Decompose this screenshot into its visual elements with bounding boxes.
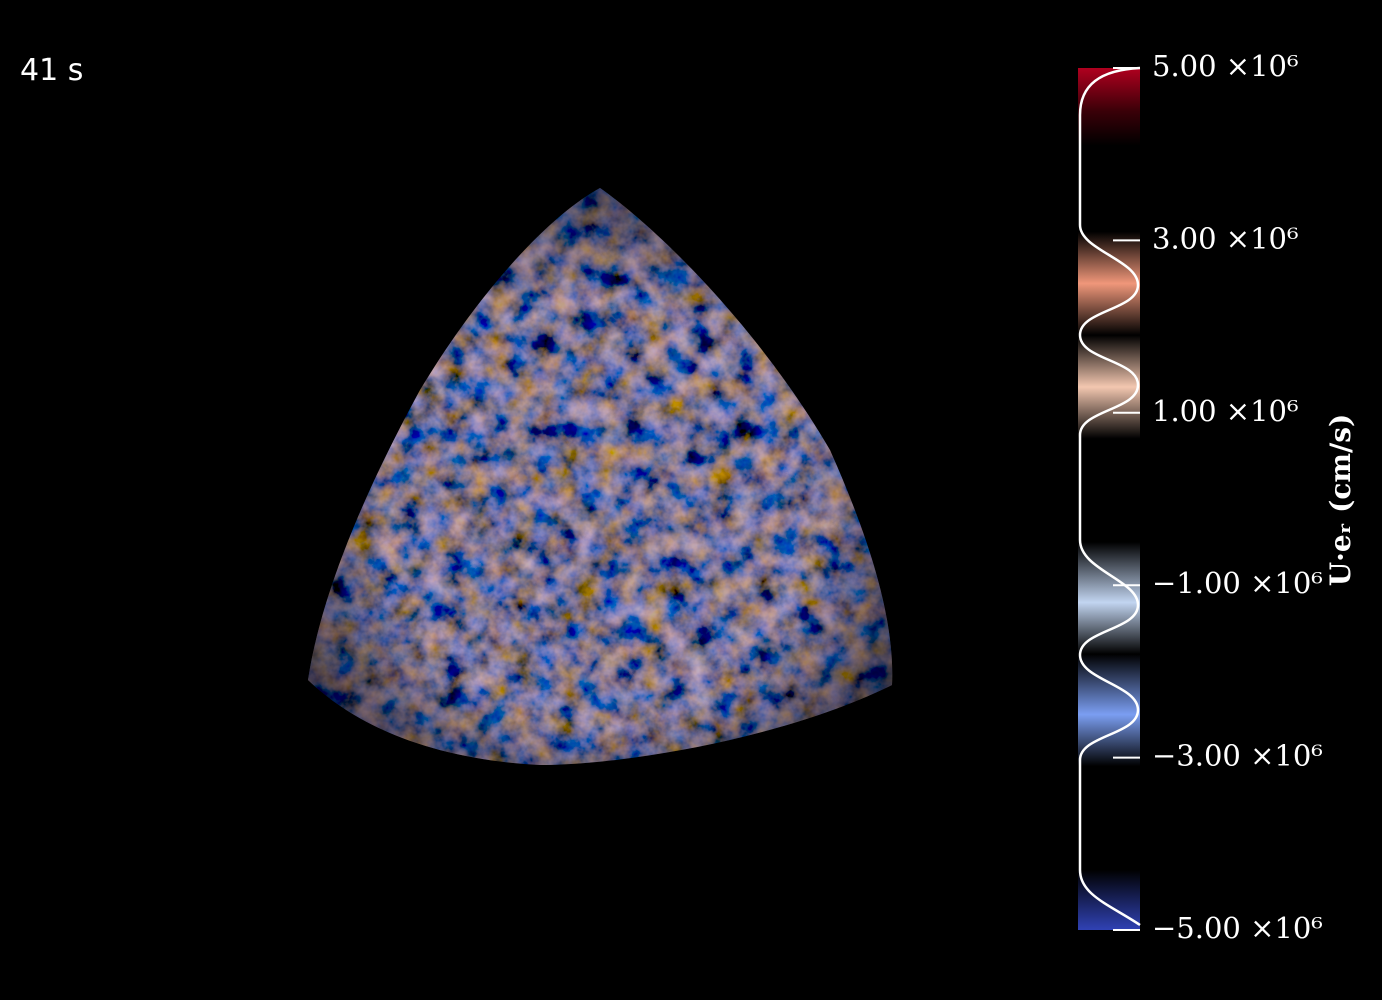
colorbar-label: U·eᵣ (cm/s) [1324,414,1357,586]
tick-label: −5.00 ×10⁶ [1152,911,1323,945]
transfer-function [1078,66,1141,927]
colorbar [1078,68,1140,930]
tick-label: −3.00 ×10⁶ [1152,739,1323,773]
tick-label: −1.00 ×10⁶ [1152,566,1323,600]
time-label: 41 s [20,53,83,88]
tick-label: 5.00 ×10⁶ [1152,49,1299,83]
tick-label: 1.00 ×10⁶ [1152,394,1299,428]
tick-label: 3.00 ×10⁶ [1152,221,1299,255]
